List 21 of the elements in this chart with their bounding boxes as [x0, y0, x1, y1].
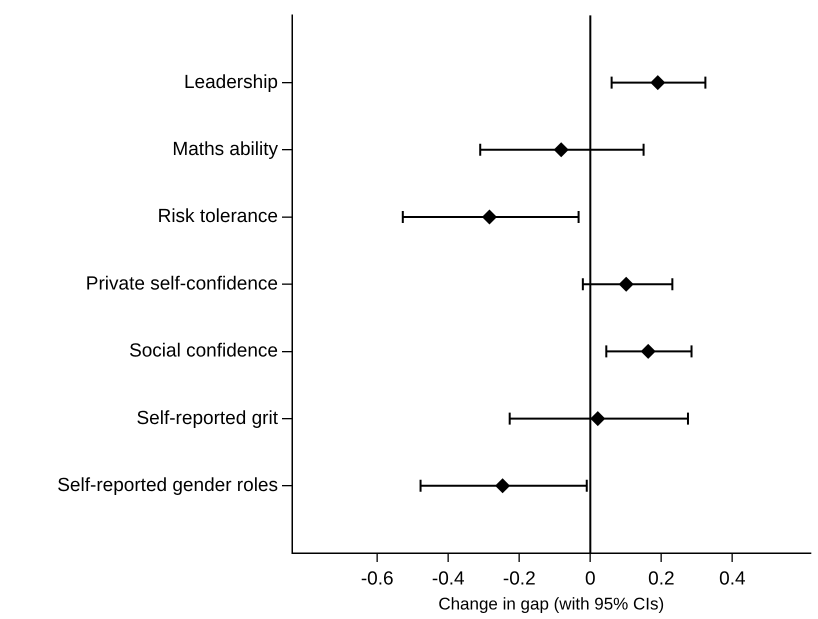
- x-axis-title: Change in gap (with 95% CIs): [438, 594, 664, 614]
- point: [554, 142, 569, 158]
- x-tick-label: -0.2: [502, 568, 536, 590]
- point: [495, 478, 510, 494]
- y-tick-label: Risk tolerance: [158, 206, 278, 228]
- x-tick-label: -0.6: [360, 568, 394, 590]
- y-tick-label: Social confidence: [129, 340, 278, 362]
- point: [482, 210, 497, 224]
- point: [590, 411, 606, 426]
- y-tick-label: Maths ability: [172, 139, 278, 160]
- point: [618, 276, 634, 292]
- x-tick-label: -0.4: [432, 568, 466, 590]
- point: [650, 75, 666, 90]
- y-tick-label: Self-reported grit: [136, 408, 279, 429]
- y-tick-label: Leadership: [184, 72, 278, 93]
- y-tick-label: Self-reported gender roles: [57, 475, 278, 496]
- y-tick-label: Private self-confidence: [86, 273, 278, 294]
- point: [640, 344, 656, 359]
- x-tick-label: 0: [585, 568, 596, 590]
- x-tick-label: 0.4: [719, 568, 746, 590]
- x-tick-label: 0.2: [648, 568, 675, 590]
